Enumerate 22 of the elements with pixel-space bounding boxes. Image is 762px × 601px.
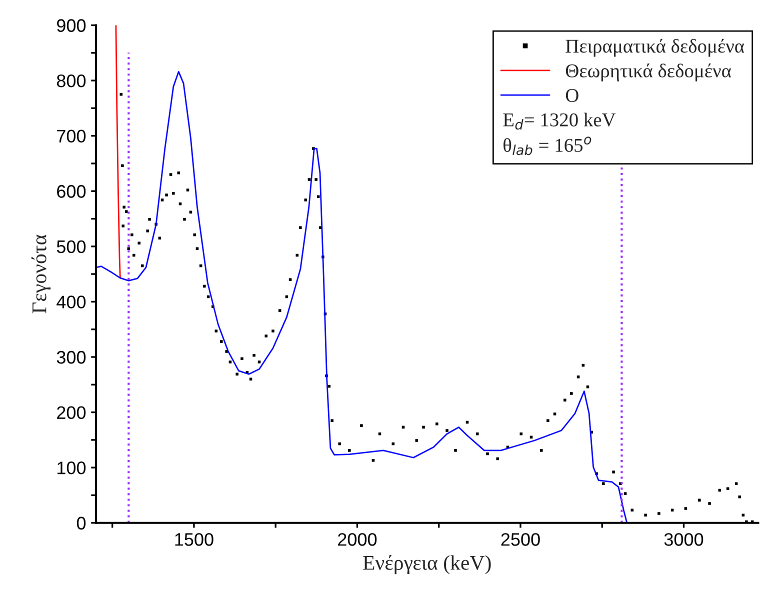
legend-label: Πειραματικά δεδομένα [566, 38, 744, 57]
y-tick-label: 800 [56, 74, 86, 88]
annotation: E$_{d}$= 1320 keV [503, 112, 616, 130]
y-axis-title: Γεγονότα [31, 234, 51, 314]
line-series [115, 25, 121, 279]
x-tick-label: 1500 [175, 533, 214, 546]
y-tick-label: 0 [76, 516, 86, 530]
legend-label: Θεωρητικά δεδομένα [566, 64, 732, 82]
y-tick-label: 300 [56, 350, 86, 364]
x-tick-label: 2500 [501, 533, 540, 546]
y-tick-label: 900 [57, 19, 86, 32]
x-tick-label: 3000 [664, 533, 704, 546]
x-tick-label: 2000 [338, 533, 377, 546]
y-tick-label: 400 [56, 296, 86, 308]
annotation: θ$_{lab}$ = 165$^{o}$ [504, 136, 592, 156]
legend-label: O [566, 88, 578, 102]
x-axis-title: Ενέργεια (keV) [363, 554, 491, 574]
y-tick-label: 700 [57, 130, 86, 143]
y-tick-label: 200 [57, 406, 86, 420]
y-tick-label: 100 [58, 462, 86, 474]
y-tick-label: 500 [56, 240, 86, 254]
y-tick-label: 600 [57, 185, 86, 198]
